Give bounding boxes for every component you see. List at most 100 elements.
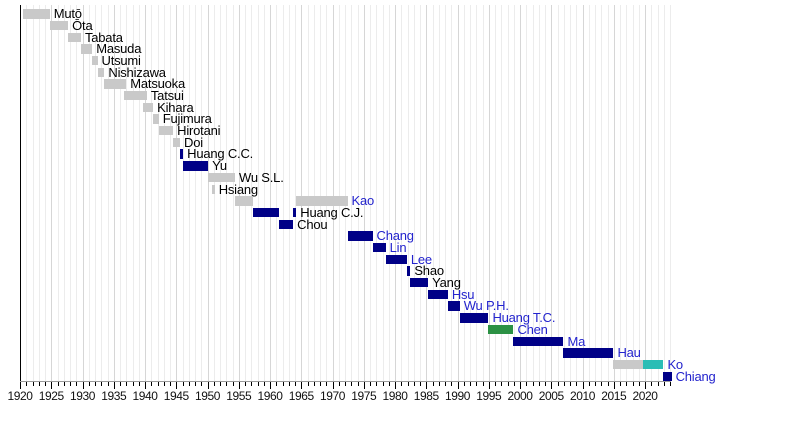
- row-label-kao[interactable]: Kao: [351, 193, 375, 209]
- gridline-2013: [601, 5, 603, 381]
- gridline-1968: [320, 5, 321, 381]
- timeline-bar-hsiang: [212, 184, 215, 194]
- x-axis-major-tick-2010: [582, 382, 584, 389]
- gridline-1965: [301, 5, 303, 381]
- x-axis-minor-tick-1923: [38, 382, 40, 386]
- timeline-bar-yu: [183, 161, 209, 171]
- gridline-1947: [188, 5, 190, 381]
- x-axis-minor-tick-2021: [651, 382, 653, 386]
- gridline-1983: [413, 5, 415, 381]
- timeline-bar-shao: [406, 266, 411, 276]
- x-axis-minor-tick-1951: [213, 382, 215, 386]
- row-label-wu-p-h[interactable]: Wu P.H.: [463, 298, 509, 314]
- x-axis-major-tick-2020: [645, 382, 646, 389]
- x-axis-minor-tick-1996: [495, 382, 496, 386]
- x-axis-minor-tick-1968: [320, 382, 321, 386]
- x-axis-minor-tick-1962: [282, 382, 284, 386]
- gridline-1995: [488, 5, 490, 381]
- x-axis-tick-label-2020: 2020: [632, 389, 658, 403]
- gridline-1933: [101, 5, 103, 381]
- x-axis-tick-label-1995: 1995: [476, 389, 502, 403]
- x-axis-minor-tick-1973: [351, 382, 353, 386]
- gridline-2009: [576, 5, 578, 381]
- x-axis-minor-tick-1959: [263, 382, 265, 386]
- row-label-hau[interactable]: Hau: [617, 345, 641, 361]
- x-axis-minor-tick-1924: [45, 382, 46, 386]
- row-label-chen[interactable]: Chen: [517, 321, 548, 337]
- gridline-1996: [495, 5, 496, 381]
- x-axis-major-tick-1945: [176, 382, 178, 389]
- x-axis-minor-tick-1977: [376, 382, 378, 386]
- gridline-2024: [670, 5, 671, 381]
- x-axis-minor-tick-1978: [382, 382, 384, 386]
- timeline-bar-chiang: [663, 371, 672, 381]
- gridline-1969: [326, 5, 328, 381]
- x-axis-minor-tick-2001: [526, 382, 528, 386]
- x-axis-tick-label-1945: 1945: [163, 389, 190, 403]
- row-label-matsuoka: Matsuoka: [130, 76, 186, 92]
- x-axis-minor-tick-1974: [357, 382, 359, 386]
- x-axis-tick-label-1965: 1965: [288, 389, 315, 403]
- row-label-ko[interactable]: Ko: [667, 356, 683, 372]
- row-label-huang-c-j: Huang C.J.: [300, 204, 364, 220]
- row-label-lee[interactable]: Lee: [410, 251, 432, 267]
- gridline-2002: [532, 5, 534, 381]
- x-axis-major-tick-1970: [332, 382, 334, 389]
- row-label-chang[interactable]: Chang: [376, 228, 415, 244]
- timeline-bar-ko-1: [613, 359, 643, 370]
- row-label-huang-t-c[interactable]: Huang T.C.: [492, 310, 556, 326]
- timeline-bar-hau: [563, 348, 614, 358]
- row-label-fujimura: Fujimura: [162, 111, 212, 127]
- x-axis-major-tick-1920: [20, 382, 21, 389]
- gridline-1987: [438, 5, 440, 381]
- gridline-1990: [457, 5, 459, 381]
- x-axis-minor-tick-2006: [557, 382, 559, 386]
- row-label-hsu[interactable]: Hsu: [451, 286, 475, 302]
- gridline-2019: [638, 5, 640, 381]
- gridline-1960: [270, 5, 271, 381]
- x-axis-minor-tick-2023: [663, 382, 665, 386]
- row-label-lin[interactable]: Lin: [389, 240, 407, 255]
- gridline-2011: [588, 5, 590, 381]
- x-axis-minor-tick-1928: [70, 382, 71, 386]
- row-label-chou: Chou: [297, 216, 328, 232]
- gridline-1928: [70, 5, 71, 381]
- gridline-2007: [563, 5, 565, 381]
- x-axis-minor-tick-2024: [670, 382, 671, 386]
- gridline-1943: [163, 5, 165, 381]
- timeline-bar-nishizawa: [97, 67, 105, 78]
- gridline-1934: [107, 5, 109, 381]
- row-label-ma[interactable]: Ma: [567, 333, 586, 349]
- x-axis-minor-tick-1932: [95, 382, 96, 386]
- gridline-2008: [570, 5, 571, 381]
- gridline-1935: [113, 5, 115, 381]
- gridline-1975: [363, 5, 365, 381]
- timeline-bar-chen: [488, 324, 514, 335]
- gridline-1923: [38, 5, 40, 381]
- x-axis-minor-tick-1961: [276, 382, 278, 386]
- gridline-1991: [463, 5, 465, 381]
- gridline-1977: [376, 5, 378, 381]
- gridline-2015: [613, 5, 615, 381]
- row-label-chiang[interactable]: Chiang: [675, 368, 716, 384]
- x-axis-minor-tick-1921: [26, 382, 28, 386]
- gridline-1992: [470, 5, 471, 381]
- row-label-utsumi: Utsumi: [101, 52, 141, 68]
- row-label-yu: Yu: [212, 158, 227, 174]
- x-axis-minor-tick-2008: [570, 382, 571, 386]
- timeline-bar-hsu: [428, 289, 448, 300]
- x-axis-minor-tick-1941: [151, 382, 153, 386]
- gridline-2012: [595, 5, 596, 381]
- gridline-1988: [445, 5, 446, 381]
- gridline-1955: [238, 5, 240, 381]
- gridline-1956: [245, 5, 246, 381]
- x-axis-major-tick-1995: [488, 382, 490, 389]
- timeline-bar-chang: [347, 231, 373, 241]
- x-axis-tick-label-1935: 1935: [101, 389, 127, 403]
- gridline-1952: [220, 5, 221, 381]
- gridline-2021: [651, 5, 653, 381]
- timeline-bar-huang-c-j-1: [253, 207, 280, 218]
- x-axis-line: [20, 381, 671, 382]
- x-axis-major-tick-1965: [301, 382, 303, 389]
